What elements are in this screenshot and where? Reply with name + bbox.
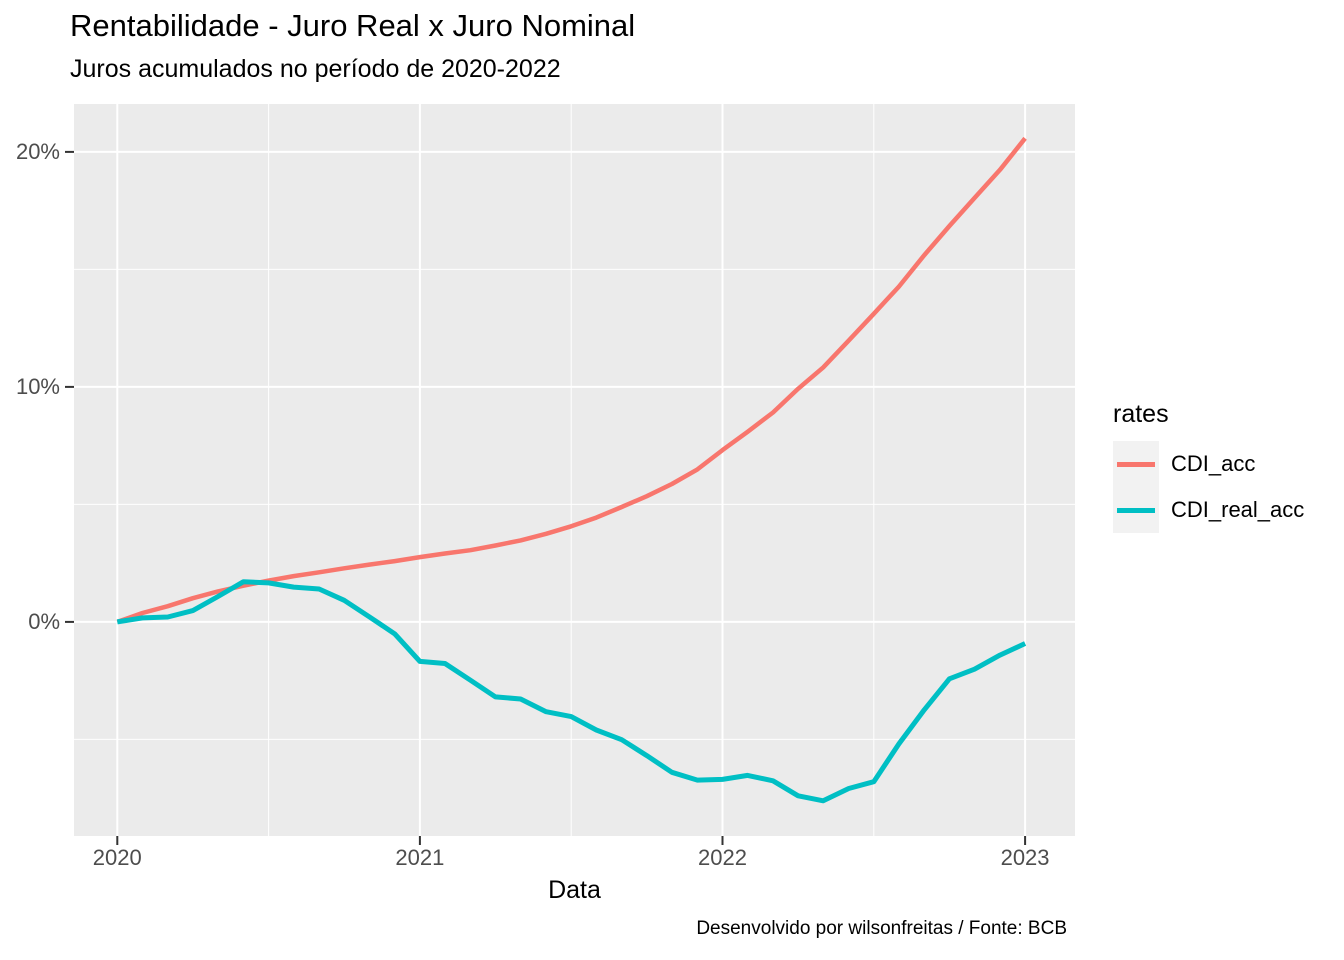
panel-background: [74, 104, 1075, 836]
legend-item-label: CDI_acc: [1171, 451, 1256, 476]
legend-key-line: [1117, 508, 1155, 513]
legend: rates CDI_acc CDI_real_acc: [1113, 400, 1304, 533]
legend-items: CDI_acc CDI_real_acc: [1113, 441, 1304, 533]
x-axis-tick-label: 2023: [1000, 845, 1050, 870]
y-axis-tick-label: 20%: [15, 138, 60, 164]
x-axis-tick-label: 2022: [697, 845, 747, 870]
chart-title: Rentabilidade - Juro Real x Juro Nominal: [70, 8, 636, 43]
legend-key: [1113, 487, 1159, 533]
x-axis-title: Data: [548, 876, 601, 904]
caption: Desenvolvido por wilsonfreitas / Fonte: …: [696, 918, 1067, 939]
legend-item: CDI_acc: [1113, 441, 1304, 487]
legend-key-line: [1117, 462, 1155, 467]
series-line-cdi-real-acc: [116, 579, 1027, 804]
x-axis-tick-label: 2020: [92, 845, 142, 870]
legend-title: rates: [1113, 400, 1169, 428]
legend-item-label: CDI_real_acc: [1171, 497, 1305, 522]
chart-subtitle: Juros acumulados no período de 2020-2022: [70, 55, 561, 83]
legend-item: CDI_real_acc: [1113, 487, 1304, 533]
y-axis-tick-label: 0%: [28, 608, 60, 634]
y-axis-tick-label: 10%: [15, 373, 60, 399]
legend-key: [1113, 441, 1159, 487]
x-axis-tick-label: 2021: [395, 845, 445, 870]
